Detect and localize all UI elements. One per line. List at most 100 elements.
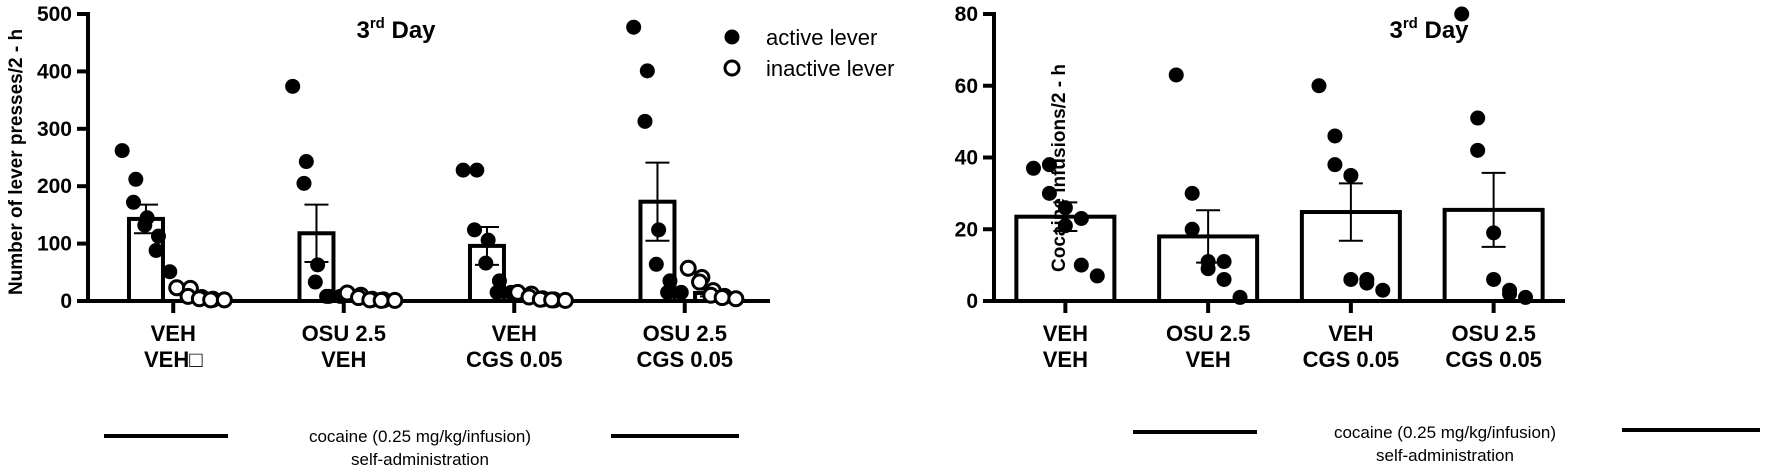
data-point-filled	[1216, 254, 1232, 270]
data-point-open	[543, 291, 561, 309]
data-point-filled	[1343, 271, 1359, 287]
data-point-filled	[307, 274, 323, 290]
data-point-filled	[114, 143, 130, 159]
data-point-filled	[1375, 282, 1391, 298]
data-point-filled	[128, 171, 144, 187]
data-point-filled	[1502, 286, 1518, 302]
y-tick-label: 20	[955, 218, 978, 241]
chart-title: 3rd Day	[356, 15, 436, 44]
category-label-line-1: OSU 2.5	[1166, 321, 1250, 346]
data-point-filled	[1343, 167, 1359, 183]
data-point-filled	[150, 228, 166, 244]
y-tick-label: 0	[966, 290, 978, 313]
data-point-filled	[148, 242, 164, 258]
y-axis-label: Number of lever presses/2 - h	[6, 29, 27, 295]
y-axis: 0 20 40 60 80	[955, 3, 996, 313]
data-point-filled	[1359, 275, 1375, 291]
category-label-line-2: CGS 0.05	[1445, 347, 1542, 372]
data-point-filled	[1454, 6, 1470, 22]
data-point-filled	[660, 284, 676, 300]
data-point-filled	[480, 232, 496, 248]
y-tick-label: 500	[37, 3, 72, 26]
legend: active lever inactive lever	[723, 25, 894, 81]
y-tick-label: 60	[955, 75, 978, 98]
data-point-filled	[1470, 142, 1486, 158]
data-point-filled	[491, 273, 507, 289]
data-point-filled	[455, 162, 471, 178]
data-point-open	[556, 291, 574, 309]
y-tick-label: 80	[955, 3, 978, 26]
data-point-filled	[298, 154, 314, 170]
legend-marker-open	[723, 59, 741, 77]
data-point-open	[691, 273, 709, 291]
data-point-filled	[1025, 160, 1041, 176]
category-label-line-1: VEH	[151, 321, 196, 346]
data-point-open	[215, 291, 233, 309]
data-point-filled	[1486, 271, 1502, 287]
data-point-filled	[1232, 289, 1248, 305]
data-point-filled	[310, 257, 326, 273]
category-label-line-1: OSU 2.5	[302, 321, 386, 346]
data-point-open	[713, 289, 731, 307]
footnote-line-2: self-administration	[1376, 446, 1514, 465]
legend-label-inactive: inactive lever	[766, 56, 894, 81]
data-point-filled	[1200, 261, 1216, 277]
y-tick-label: 40	[955, 147, 978, 170]
category-label-line-2: VEH	[321, 347, 366, 372]
data-point-filled	[1073, 210, 1089, 226]
data-point-filled	[1327, 157, 1343, 173]
category-label-line-2: VEH	[1043, 347, 1088, 372]
data-point-open	[202, 291, 220, 309]
data-point-filled	[626, 19, 642, 35]
data-point-filled	[319, 288, 335, 304]
data-point-filled	[1168, 67, 1184, 83]
category-label-line-1: VEH	[1328, 321, 1373, 346]
data-point-filled	[1057, 218, 1073, 234]
data-point-filled	[1216, 271, 1232, 287]
y-axis-label: Cocaine infusions/2 - h	[1049, 64, 1070, 272]
data-point-filled	[1470, 110, 1486, 126]
data-point-filled	[1041, 157, 1057, 173]
data-point-filled	[662, 273, 678, 289]
data-point-open	[372, 291, 390, 309]
footnote-line-2: self-administration	[351, 450, 489, 469]
data-point-filled	[1184, 185, 1200, 201]
data-point-filled	[125, 194, 141, 210]
y-tick-label: 300	[37, 118, 72, 141]
category-label-line-2: VEH	[1186, 347, 1231, 372]
data-point-filled	[1311, 78, 1327, 94]
data-point-filled	[296, 175, 312, 191]
y-tick-label: 100	[37, 233, 72, 256]
category-label-line-2: CGS 0.05	[1303, 347, 1400, 372]
category-label-line-1: OSU 2.5	[1451, 321, 1535, 346]
data-point-filled	[1041, 185, 1057, 201]
data-point-open	[727, 290, 745, 308]
footnote-line-1: cocaine (0.25 mg/kg/infusion)	[1334, 423, 1556, 442]
data-point-filled	[137, 217, 153, 233]
bars	[126, 161, 732, 304]
data-point-filled	[1486, 225, 1502, 241]
category-label-line-2: CGS 0.05	[466, 347, 563, 372]
data-points	[114, 19, 745, 309]
data-points	[1025, 6, 1534, 305]
data-point-filled	[478, 255, 494, 271]
data-point-filled	[1184, 221, 1200, 237]
category-label-line-1: OSU 2.5	[643, 321, 727, 346]
data-point-filled	[648, 256, 664, 272]
category-label-line-2: VEH□	[144, 347, 203, 372]
data-point-filled	[1073, 257, 1089, 273]
y-tick-label: 400	[37, 60, 72, 83]
data-point-filled	[673, 284, 689, 300]
legend-marker-filled	[724, 29, 740, 45]
data-point-filled	[639, 63, 655, 79]
y-axis: 0 100 200 300 400 500	[37, 3, 90, 313]
data-point-filled	[162, 264, 178, 280]
data-point-filled	[489, 284, 505, 300]
data-point-filled	[637, 113, 653, 129]
data-point-filled	[1057, 200, 1073, 216]
